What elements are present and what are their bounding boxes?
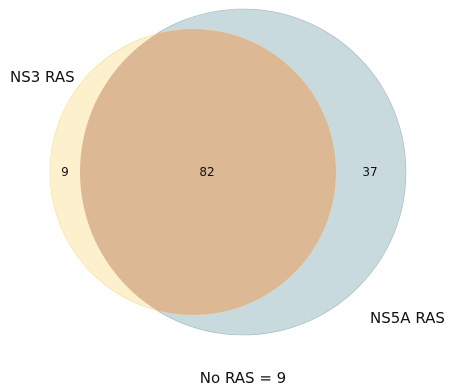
ns3-only-count: 9 [61,165,69,179]
intersection-count: 82 [199,165,214,179]
ns3-set-label: NS3 RAS [10,68,75,86]
no-ras-label: No RAS = 9 [200,369,286,387]
ns5a-only-count: 37 [362,165,377,179]
ns5a-set-label: NS5A RAS [370,309,445,327]
